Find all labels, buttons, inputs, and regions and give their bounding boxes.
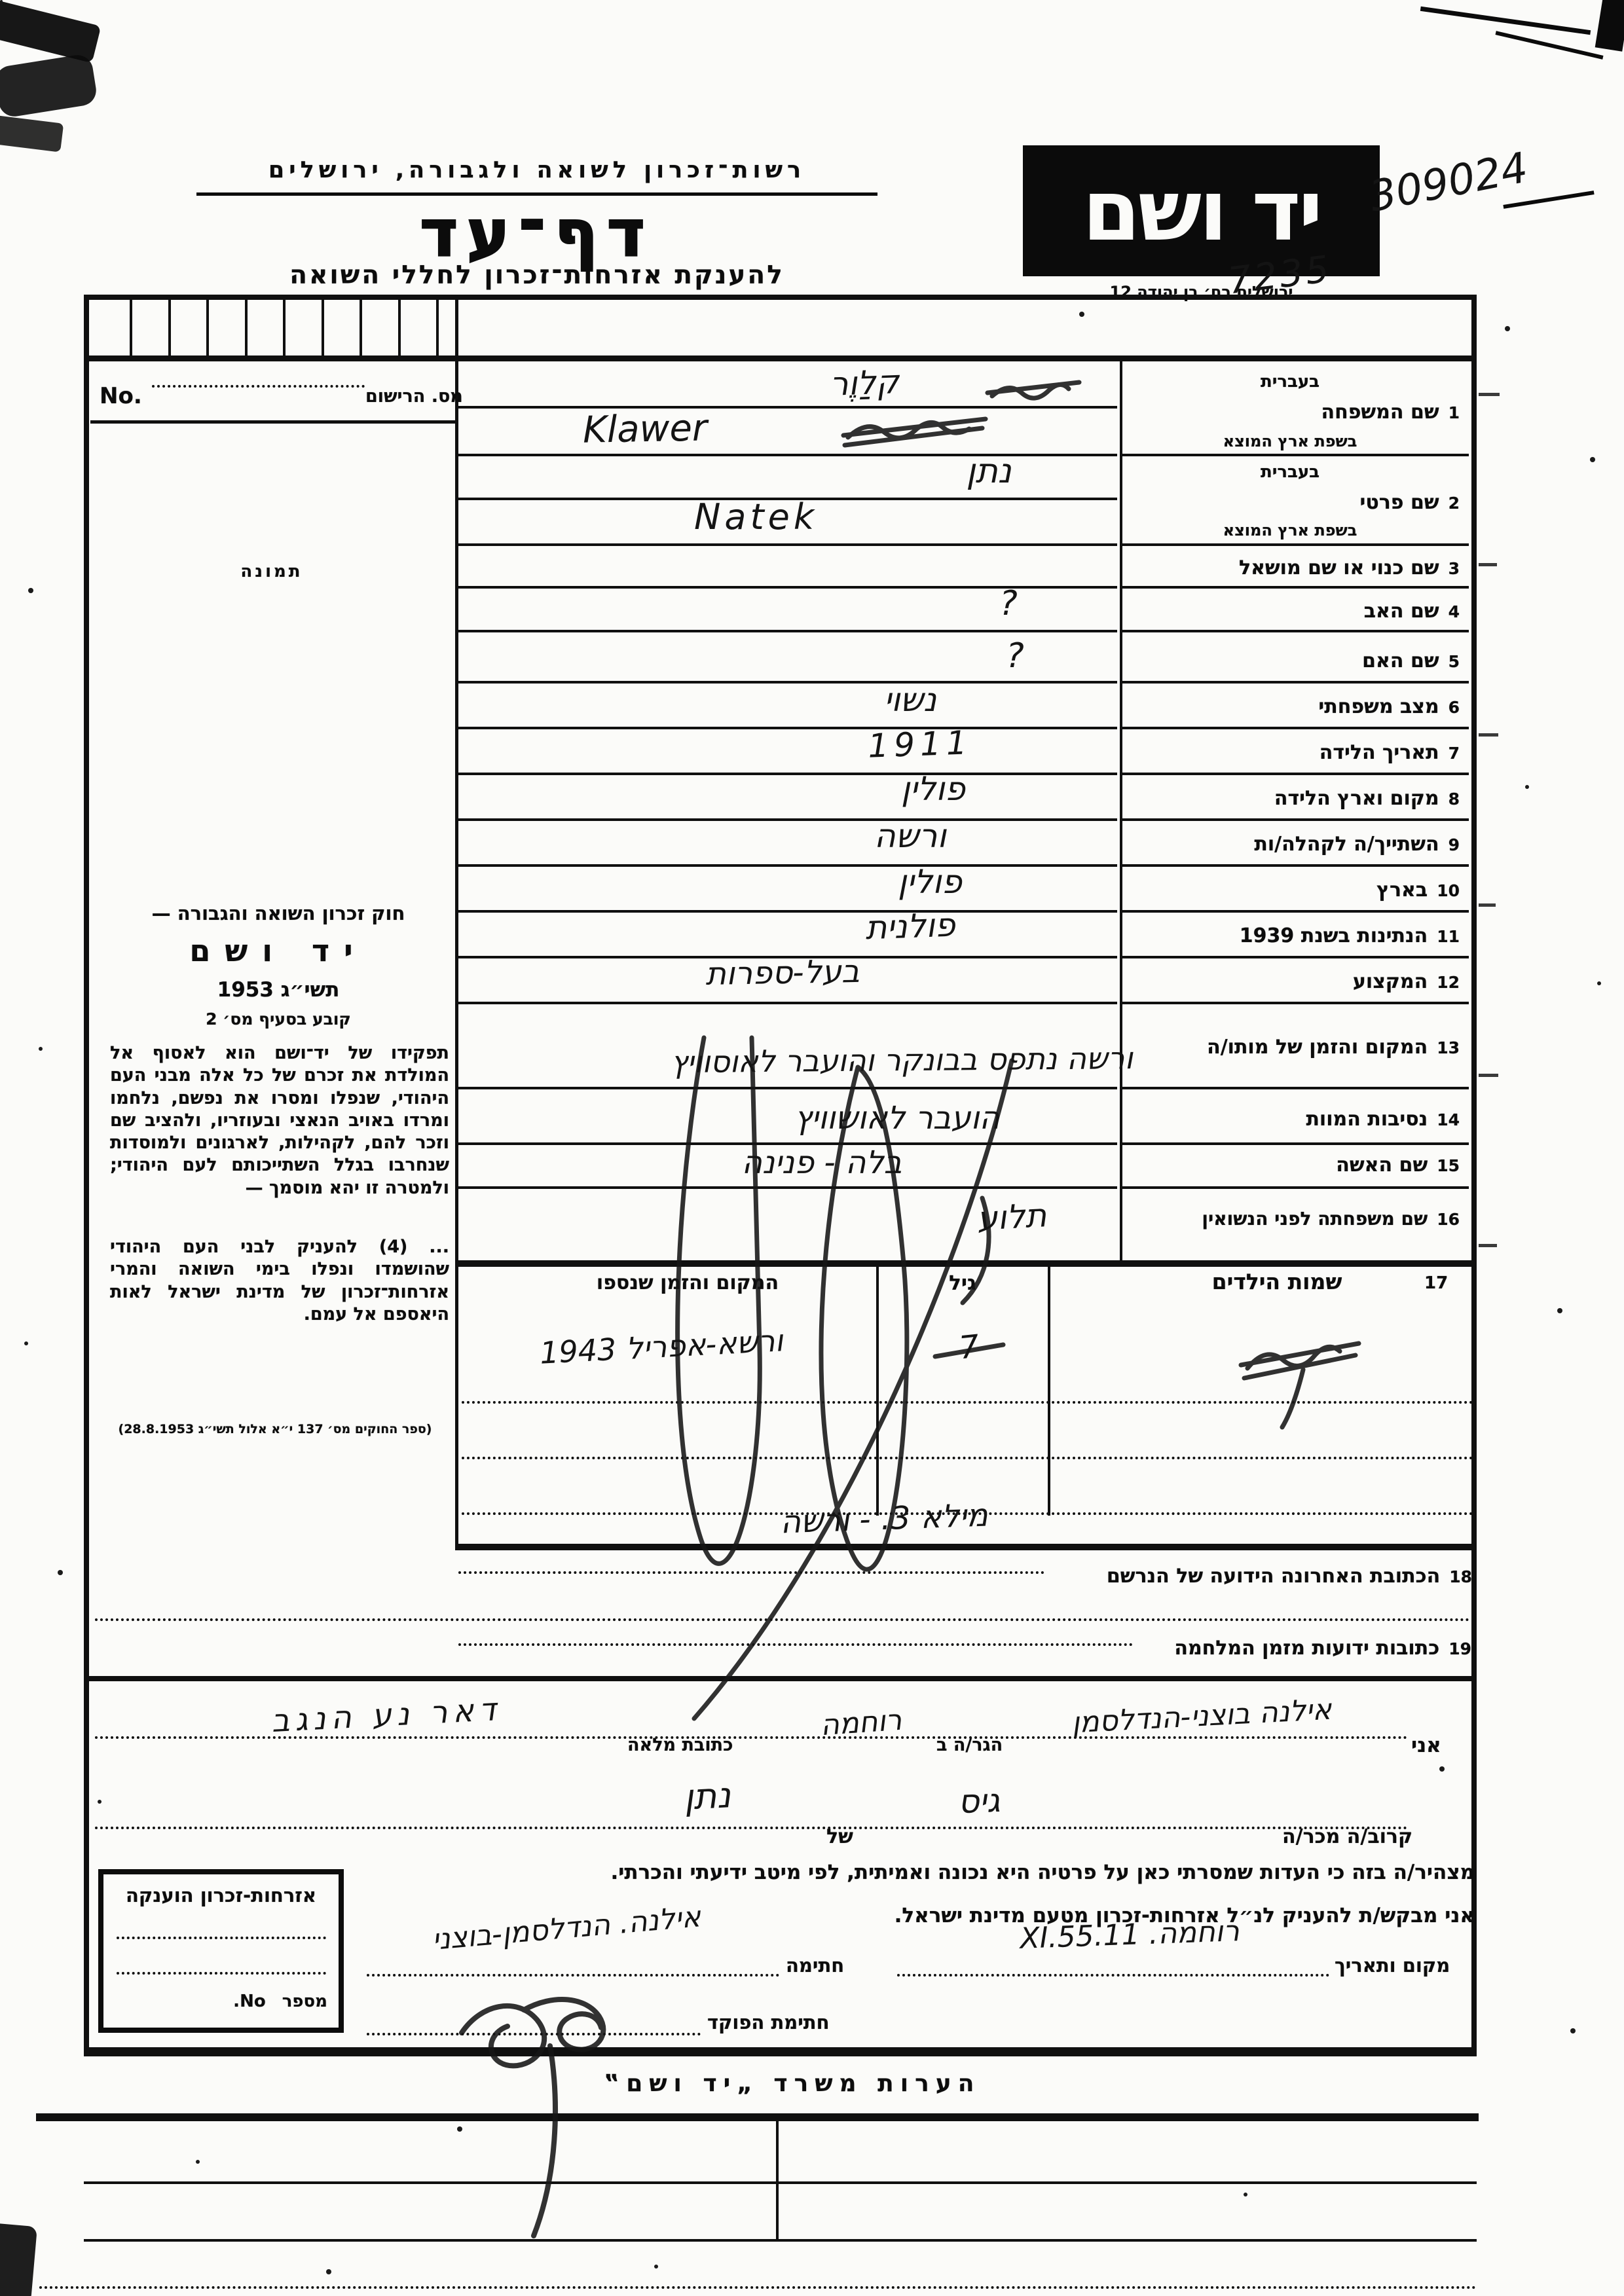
scan-speckles: [0, 0, 3, 3]
crossed-out-word: [989, 382, 1071, 401]
photo-placeholder-label: תמונה: [240, 562, 303, 581]
child-age-entry: 7: [957, 1328, 982, 1367]
row-18-label: 18הכתובת האחרונה הידועה של הנרשם: [1106, 1565, 1472, 1588]
granted-number-label: מספר: [282, 1992, 327, 2011]
declarant-name-handwritten: אילנה בוצני-הנדלסמן: [1071, 1692, 1333, 1740]
children-row-number: 17: [1424, 1273, 1449, 1293]
answer-country: פולין: [897, 863, 963, 901]
row-2-label: 2שם פרטי: [1359, 491, 1460, 514]
crossed-out-child-name: [1245, 1344, 1342, 1371]
registration-reg-label: מס. הרישום: [365, 386, 463, 407]
registration-no-line: [152, 385, 365, 388]
strike-line: [985, 380, 1082, 395]
official-signature-scribble: [459, 2003, 547, 2069]
relation-handwritten: גיס: [957, 1781, 1001, 1821]
law-year: תשי״ג 1953: [217, 978, 340, 1002]
victim-name-handwritten: נתן: [682, 1774, 732, 1818]
row-13-label: 13המקום והזמן של מותו/ה: [1207, 1036, 1460, 1059]
answer-surname-hebrew: קלַוֶר: [829, 363, 900, 403]
row-4-label: 4שם האב: [1363, 600, 1460, 623]
row-8-label: 8מקום וארץ הלידה: [1274, 787, 1460, 810]
place-date-label: מקום ותאריך: [1335, 1954, 1450, 1977]
signature-label: חתימה: [786, 1954, 845, 1977]
row-7-label: 7תאריך הלידה: [1319, 741, 1460, 764]
form-title: דף־עד: [419, 196, 654, 272]
row-2-sub-top: בעברית: [1260, 462, 1320, 482]
corner-mark: [1595, 0, 1624, 52]
crossed-out-word: [845, 420, 972, 441]
granted-number-latin: No.: [233, 1992, 266, 2011]
answer-last-address: מילא 3. - ורשה: [779, 1497, 989, 1541]
stamp-smudge: [0, 0, 101, 64]
answer-birth-date: 1911: [867, 723, 973, 765]
strike-line: [841, 416, 988, 438]
declaration-statement: מצהיר/ה בזה כי העדות שמסרתי כאן על פרטיה…: [610, 1861, 1475, 1884]
row-2-sub-bottom: בשפת ארץ המוצא: [1223, 521, 1357, 539]
answer-birth-place: פולין: [900, 770, 966, 808]
declaration-request: אני מבקש/ת להעניק לנ״ל אזרחות-זכרון מטעם…: [894, 1904, 1475, 1927]
diagonal-pen-line: [1420, 6, 1591, 35]
diagonal-pen-line: [1495, 31, 1604, 60]
row-1-sub-bottom: בשפת ארץ המוצא: [1223, 432, 1357, 450]
corner-smudge: [0, 2223, 38, 2296]
row-14-label: 14נסיבות המוות: [1306, 1108, 1460, 1131]
crossed-out-child-name: [1280, 1367, 1306, 1430]
row-1-sub-top: בעברית: [1260, 372, 1320, 392]
row-6-label: 6מצב משפחתי: [1318, 695, 1460, 718]
row-3-label: 3שם כנוי או שם מושאל: [1238, 556, 1460, 579]
law-footnote: (ספר החוקים מס׳ 137 י״א אלול תשי״ג 28.8.…: [118, 1422, 432, 1436]
granted-box-number-row: מספר No.: [118, 1992, 327, 2011]
answer-death-circumstances: הועבר לאושוויץ: [794, 1100, 1000, 1137]
registration-no-label: No.: [100, 383, 142, 409]
row-5-label: 5שם האם: [1362, 649, 1460, 672]
answer-mother-name: ?: [1006, 636, 1024, 676]
strike-line: [842, 426, 985, 448]
yad-vashem-logo-text: יד ושם: [1082, 162, 1323, 260]
child-place-entry: ורשא-אפריל 1943: [538, 1322, 784, 1371]
answer-profession: בעל-ספרות: [705, 953, 860, 993]
row-15-label: 15שם האשה: [1336, 1154, 1460, 1176]
official-signature-scribble: [521, 1997, 606, 2052]
row-19-label: 19כתובות ידועות מזמן המלחמה: [1174, 1637, 1471, 1660]
children-place-header: המקום והזמן שנספו: [596, 1271, 779, 1294]
form-subtitle: להענקת אזרחות־זכרון לחללי השואה: [289, 261, 784, 290]
stamp-smudge: [0, 115, 64, 153]
answer-family-status: נשוי: [883, 681, 937, 719]
stamp-smudge: [0, 52, 99, 119]
official-signature-label: חתימת הפוקד: [707, 2011, 830, 2033]
law-title: חוק זכרון השואה והגבורה —: [151, 902, 405, 924]
answer-surname-latin: Klawer: [582, 407, 708, 452]
children-age-header: גיל: [949, 1271, 976, 1295]
answer-wife-name: בלה - פנינה: [741, 1144, 902, 1181]
law-section: קובע בסעיף מס׳ 2: [206, 1010, 351, 1029]
row-16-label: 16שם משפחתה לפני הנשואין: [1202, 1208, 1460, 1230]
row-1-label: 1שם המשפחה: [1321, 401, 1460, 424]
row-11-label: 11הנתינות בשנת 1939: [1239, 924, 1460, 947]
answer-father-name: ?: [999, 584, 1018, 623]
authority-line: רשות־זכרון לשואה ולגבורה, ירושלים: [196, 157, 877, 196]
row-9-label: 9השתייך/ה לקהלה/ות: [1254, 833, 1460, 856]
answer-firstname-latin: Natek: [694, 496, 819, 538]
law-paragraph-1: תפקידו של יד־ושם הוא לאסוף אל המו­לדת את…: [110, 1043, 449, 1198]
office-notes-heading: הערות משרד „יד ושם‟: [604, 2070, 981, 2097]
handwritten-number-top: 309024: [1365, 143, 1532, 222]
answer-community: ורשה: [874, 817, 946, 855]
answer-maiden-name: תלוע: [976, 1196, 1048, 1238]
law-name: יד ושם: [189, 933, 367, 968]
strike-line: [1238, 1341, 1361, 1368]
law-paragraph-2: ... (4) להעניק לבני העם היהודי שהוש­מדו …: [110, 1237, 449, 1324]
yad-vashem-logo: יד ושם: [1023, 145, 1380, 276]
answer-death-place-time: ורשה נתפס בבונקר והועבר לאוסוויץ: [671, 1040, 1134, 1080]
answer-citizenship: פולנית: [864, 905, 956, 947]
granted-box: [98, 1869, 344, 2033]
row-10-label: 10בארץ: [1376, 879, 1460, 902]
strike-line: [1242, 1353, 1358, 1381]
children-names-header: שמות הילדים: [1211, 1269, 1342, 1294]
answer-firstname-hebrew: נתן: [966, 452, 1012, 491]
granted-box-title: אזרחות-זכרון הוענקה: [125, 1884, 317, 1906]
row-12-label: 12המקצוע: [1352, 970, 1460, 993]
declaration-i-label: אני: [1411, 1734, 1441, 1757]
